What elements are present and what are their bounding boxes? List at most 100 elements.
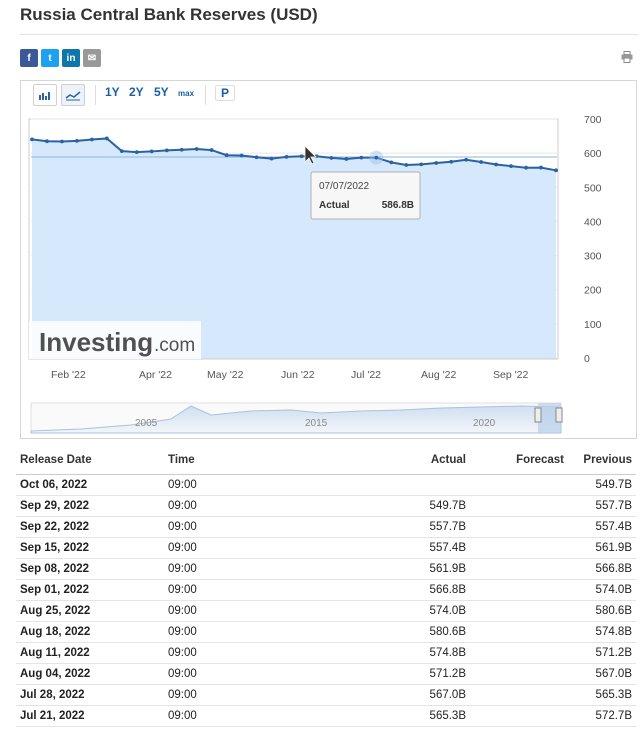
navigator-selection[interactable] <box>538 403 561 433</box>
twitter-share-button[interactable]: t <box>41 49 59 67</box>
data-point[interactable] <box>479 160 484 164</box>
cell-forecast <box>470 579 568 601</box>
cell-forecast <box>470 705 568 727</box>
navigator[interactable]: 2005 2015 2020 <box>30 402 563 434</box>
line-chart-icon <box>65 91 81 101</box>
email-share-button[interactable]: ✉ <box>83 49 101 67</box>
bar-chart-icon <box>39 92 50 100</box>
data-point[interactable] <box>224 153 229 158</box>
p-button[interactable]: P <box>215 85 236 101</box>
data-point[interactable] <box>75 138 79 143</box>
cell-actual: 567.0B <box>322 684 470 706</box>
cell-previous: 549.7B <box>568 474 636 496</box>
table-row: Sep 22, 2022 09:00 557.7B 557.4B <box>16 516 636 538</box>
cell-actual: 557.7B <box>322 516 470 538</box>
facebook-share-button[interactable]: f <box>20 49 38 67</box>
cell-previous: 567.0B <box>568 663 636 685</box>
navigator-handle-left[interactable] <box>534 407 542 423</box>
cell-date: Aug 11, 2022 <box>16 642 164 664</box>
watermark[interactable]: Investing .com <box>29 321 201 359</box>
cell-time: 09:00 <box>164 516 322 538</box>
mouse-cursor-icon <box>304 145 317 165</box>
watermark-text: Investing <box>39 327 153 357</box>
data-point[interactable] <box>374 155 379 160</box>
table-row: Aug 18, 2022 09:00 580.6B 574.8B <box>16 621 636 643</box>
chart-svg: 0 100 200 300 400 500 600 700 Feb '22 Apr '22 May… <box>28 114 602 434</box>
cell-time: 09:00 <box>164 705 322 727</box>
cell-forecast <box>470 537 568 559</box>
col-previous[interactable]: Previous <box>568 452 636 475</box>
col-release-date[interactable]: Release Date <box>16 452 164 475</box>
data-point[interactable] <box>419 162 424 167</box>
series-line <box>31 137 557 172</box>
line-chart-button[interactable] <box>61 84 85 106</box>
data-point[interactable] <box>209 148 214 152</box>
x-tick-label: Aug '22 <box>421 369 456 381</box>
data-point[interactable] <box>464 157 469 162</box>
cell-time: 09:00 <box>164 663 322 685</box>
data-point[interactable] <box>509 164 513 169</box>
data-point[interactable] <box>284 154 289 159</box>
data-point[interactable] <box>119 149 124 153</box>
data-point[interactable] <box>89 137 94 142</box>
data-point[interactable] <box>554 168 558 173</box>
data-point[interactable] <box>104 136 109 141</box>
cell-previous: 565.3B <box>568 684 636 706</box>
series-points <box>30 136 558 173</box>
cell-actual: 549.7B <box>322 495 470 517</box>
data-point[interactable] <box>404 163 409 167</box>
x-tick-label: Sep '22 <box>493 369 528 381</box>
y-tick-label: 700 <box>584 114 602 126</box>
range-1y-button[interactable]: 1Y <box>105 85 120 99</box>
col-time[interactable]: Time <box>164 452 322 475</box>
data-point[interactable] <box>60 139 64 144</box>
data-point[interactable] <box>524 165 528 170</box>
data-point[interactable] <box>494 162 499 167</box>
range-max-button[interactable]: max <box>178 89 195 98</box>
cell-actual: 574.0B <box>322 600 470 622</box>
data-point[interactable] <box>134 150 139 155</box>
table-row: Sep 01, 2022 09:00 566.8B 574.0B <box>16 579 636 601</box>
range-2y-button[interactable]: 2Y <box>129 85 144 99</box>
data-point[interactable] <box>45 139 49 144</box>
linkedin-share-button[interactable]: in <box>62 49 80 67</box>
data-point[interactable] <box>164 148 169 153</box>
tooltip-value: 586.8B <box>382 200 414 211</box>
data-point[interactable] <box>239 153 244 158</box>
data-point[interactable] <box>254 155 259 160</box>
data-point[interactable] <box>389 160 394 165</box>
y-tick-label: 100 <box>584 319 602 331</box>
data-point[interactable] <box>179 147 184 152</box>
data-point[interactable] <box>359 155 364 160</box>
data-point[interactable] <box>344 157 349 161</box>
col-actual[interactable]: Actual <box>322 452 470 475</box>
y-tick-label: 300 <box>584 251 602 263</box>
col-forecast[interactable]: Forecast <box>470 452 568 475</box>
navigator-handle-right[interactable] <box>555 407 563 423</box>
data-point[interactable] <box>149 149 154 154</box>
cell-date: Sep 22, 2022 <box>16 516 164 538</box>
y-tick-label: 0 <box>584 353 590 365</box>
data-point[interactable] <box>539 165 543 170</box>
data-point[interactable] <box>194 147 199 151</box>
cell-time: 09:00 <box>164 474 322 496</box>
cell-actual <box>322 474 470 496</box>
data-point[interactable] <box>449 159 454 164</box>
navigator-label: 2020 <box>473 418 496 429</box>
range-5y-button[interactable]: 5Y <box>154 85 169 99</box>
cell-time: 09:00 <box>164 495 322 517</box>
share-bar: f t in ✉ <box>20 49 101 67</box>
print-icon[interactable] <box>621 51 633 63</box>
cell-date: Sep 01, 2022 <box>16 579 164 601</box>
chart-toolbar: 1Y 2Y 5Y max P <box>21 81 636 109</box>
data-point[interactable] <box>299 154 304 159</box>
data-point[interactable] <box>30 137 34 142</box>
cell-forecast <box>470 516 568 538</box>
data-point[interactable] <box>434 161 439 165</box>
y-tick-label: 400 <box>584 216 602 228</box>
bar-chart-button[interactable] <box>33 84 57 106</box>
cell-actual: 557.4B <box>322 537 470 559</box>
data-point[interactable] <box>329 156 334 160</box>
cell-previous: 561.9B <box>568 537 636 559</box>
data-point[interactable] <box>269 156 274 161</box>
